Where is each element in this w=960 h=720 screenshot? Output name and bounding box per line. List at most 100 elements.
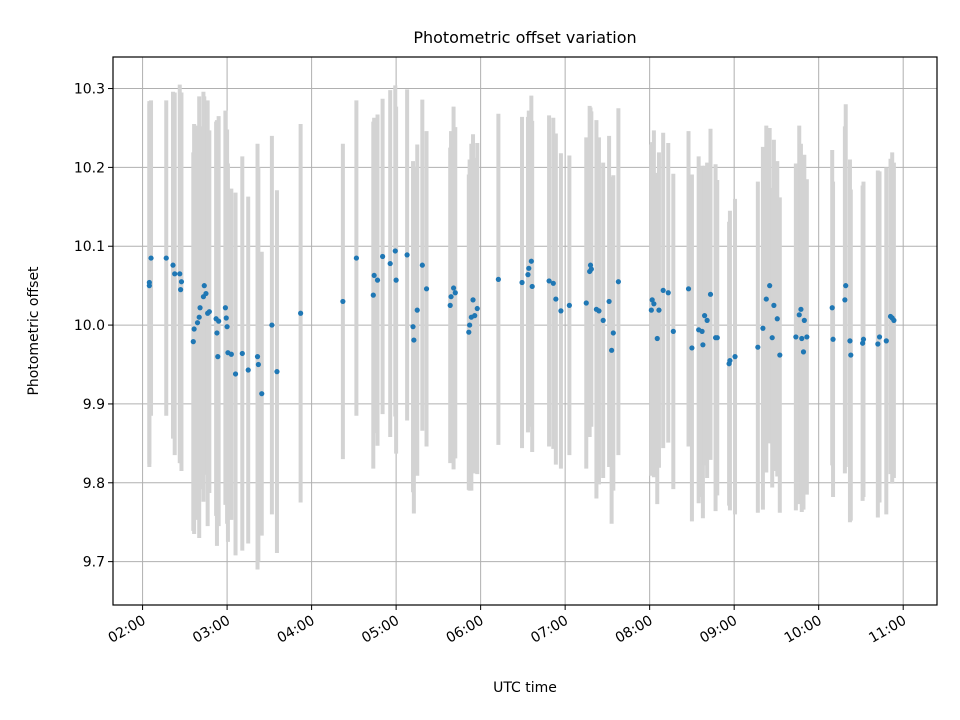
data-point [670, 328, 676, 334]
data-point [387, 260, 393, 267]
errorbars [147, 84, 896, 570]
data-point [566, 302, 572, 308]
data-point [526, 265, 532, 271]
data-point [214, 330, 220, 336]
data-point [448, 294, 454, 300]
data-point [447, 302, 453, 308]
data-point [771, 302, 777, 308]
data-point [148, 255, 154, 261]
data-point [648, 307, 654, 313]
data-point [519, 279, 525, 286]
data-point [370, 292, 376, 298]
data-point [800, 349, 807, 355]
data-point [558, 308, 564, 314]
data-point [546, 278, 552, 284]
data-point [197, 305, 203, 311]
data-point [704, 317, 710, 323]
data-point [472, 313, 478, 319]
data-point [848, 352, 854, 358]
data-point [553, 296, 559, 302]
data-point [701, 313, 708, 319]
x-tick-label: 07:00 [528, 613, 571, 647]
data-point [423, 286, 430, 292]
data-points [146, 248, 897, 397]
data-point [689, 345, 695, 351]
data-point [660, 287, 666, 293]
data-point [410, 324, 416, 330]
data-point [191, 326, 197, 332]
data-point [340, 298, 346, 305]
x-tick-label: 09:00 [697, 613, 740, 647]
data-point [588, 266, 594, 272]
data-point [216, 318, 222, 324]
data-point [474, 305, 480, 312]
y-tick-label: 10.0 [74, 318, 105, 334]
data-point [583, 300, 589, 306]
data-point [656, 307, 662, 313]
data-point [170, 262, 176, 268]
data-point [194, 320, 201, 326]
data-point [466, 329, 472, 335]
x-tick-label: 10:00 [782, 613, 825, 647]
data-point [843, 283, 849, 289]
data-point [883, 338, 889, 344]
data-point [528, 258, 534, 264]
data-point [755, 344, 761, 350]
data-point [699, 328, 705, 334]
data-point [587, 262, 594, 268]
y-tick-label: 9.7 [83, 555, 105, 571]
data-point [610, 330, 616, 336]
x-tick-label: 03:00 [190, 613, 233, 647]
data-point [796, 312, 802, 318]
data-point [411, 337, 417, 343]
data-point [255, 361, 261, 368]
data-point [146, 279, 152, 286]
data-point [769, 335, 775, 341]
data-point [414, 307, 420, 313]
data-point [178, 279, 185, 285]
data-point [203, 290, 209, 297]
data-point [269, 322, 275, 328]
data-point [654, 335, 660, 342]
data-point [798, 306, 804, 312]
chart-title: Photometric offset variation [413, 28, 636, 47]
data-point [891, 317, 897, 323]
data-point [196, 314, 202, 320]
data-point [259, 391, 265, 397]
y-tick-label: 10.1 [74, 239, 105, 255]
data-point [777, 352, 783, 358]
data-point [685, 286, 692, 292]
data-point [732, 354, 738, 360]
y-tick-label: 10.2 [74, 160, 105, 176]
data-point [371, 272, 377, 279]
data-point [829, 305, 835, 311]
data-point [163, 255, 169, 261]
data-point [190, 339, 196, 345]
x-tick-label: 04:00 [275, 613, 318, 647]
data-point [550, 280, 556, 286]
data-point [450, 285, 457, 291]
data-point [842, 297, 848, 303]
data-point [596, 308, 602, 314]
data-point [860, 336, 867, 342]
data-point [232, 371, 239, 377]
data-point [760, 325, 766, 331]
data-point [222, 305, 229, 311]
data-point [767, 283, 773, 289]
data-point [525, 272, 531, 278]
y-axis: 9.7 9.8 9.9 10.0 10.1 10.2 10.3 [74, 82, 113, 571]
data-point [392, 248, 398, 254]
data-point [274, 369, 280, 375]
data-point [615, 279, 621, 285]
data-point [665, 290, 671, 296]
plot-frame [112, 56, 938, 606]
data-point [393, 277, 399, 283]
data-point [374, 277, 381, 283]
x-tick-label: 05:00 [359, 613, 402, 647]
y-tick-label: 10.3 [74, 82, 105, 98]
data-point [707, 291, 714, 297]
data-point [223, 315, 229, 321]
x-tick-label: 11:00 [866, 613, 909, 647]
data-point [860, 340, 866, 346]
data-point [419, 262, 425, 268]
